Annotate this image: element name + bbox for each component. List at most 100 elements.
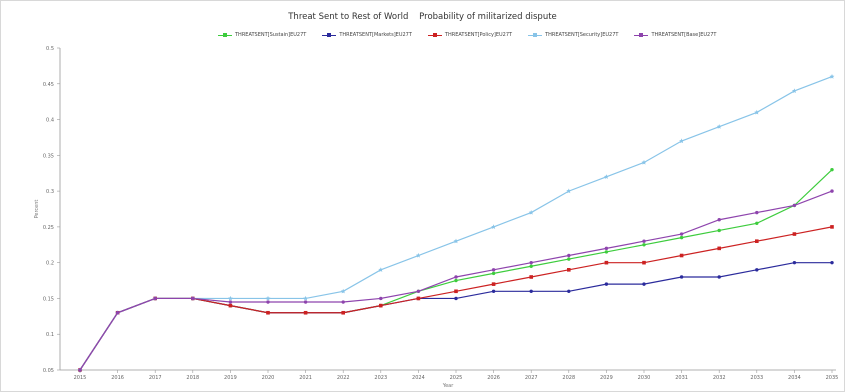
series-4-point-1: [115, 311, 120, 315]
series-line-0: [79, 169, 833, 371]
y-tick-label-9: 0.5: [46, 46, 54, 52]
series-4-point-7: [341, 300, 345, 304]
y-tick-label-0: 0.05: [43, 368, 54, 374]
legend-swatch-security: [528, 32, 543, 38]
series-0-point-17: [717, 228, 721, 233]
series-1-point-16: [679, 275, 684, 279]
chart-title: Threat Sent to Rest of World Probability…: [288, 12, 557, 22]
legend-label-markets: THREATSENT[Markets]EU27T: [339, 32, 412, 38]
series-2-point-10: [454, 289, 458, 294]
series-3-point-15: [641, 159, 647, 165]
series-0-point-10: [454, 278, 458, 283]
y-tick-label-8: 0.45: [43, 82, 54, 88]
series-3-point-19: [791, 88, 797, 94]
x-tick-label-4: 2019: [224, 375, 237, 381]
x-tick-label-11: 2026: [487, 375, 500, 381]
series-4-point-13: [567, 253, 571, 258]
series-0-point-18: [755, 221, 759, 226]
series-4-point-17: [717, 218, 721, 222]
series-3-point-6: [303, 295, 309, 301]
x-tick-label-7: 2022: [337, 375, 350, 381]
series-4-point-5: [266, 300, 270, 304]
legend-swatch-sustain: [218, 32, 232, 38]
series-4-point-0: [78, 368, 82, 372]
series-3-point-10: [453, 238, 459, 244]
series-4-point-20: [830, 189, 834, 193]
series-2-point-5: [266, 310, 270, 315]
chart-legend: THREATSENT[Sustain]EU27T THREATSENT[Mark…: [218, 32, 716, 38]
x-tick-label-10: 2025: [450, 375, 463, 381]
legend-item-policy: THREATSENT[Policy]EU27T: [427, 32, 513, 38]
series-3-point-4: [227, 295, 233, 301]
series-0-point-14: [604, 250, 609, 254]
x-tick-label-18: 2033: [750, 375, 763, 381]
series-0-point-15: [642, 243, 646, 247]
series-1-point-15: [642, 282, 646, 286]
legend-item-markets: THREATSENT[Markets]EU27T: [322, 32, 412, 38]
series-0-point-20: [830, 167, 834, 172]
series-2-point-7: [341, 310, 345, 315]
series-3-point-16: [679, 138, 685, 144]
x-tick-label-12: 2027: [525, 375, 538, 381]
legend-label-sustain: THREATSENT[Sustain]EU27T: [235, 32, 307, 38]
series-2-point-9: [416, 296, 421, 301]
x-tick-label-17: 2032: [713, 375, 726, 381]
series-3-point-13: [566, 188, 572, 194]
series-line-3: [79, 76, 833, 371]
series-2-point-17: [717, 246, 721, 251]
x-tick-label-0: 2015: [74, 375, 87, 381]
legend-swatch-policy: [427, 32, 442, 38]
series-3-point-18: [754, 109, 760, 115]
x-tick-label-5: 2020: [262, 375, 275, 381]
y-tick-label-4: 0.25: [43, 225, 54, 231]
series-3-point-11: [491, 224, 497, 229]
series-4-point-3: [191, 296, 195, 301]
series-2-point-12: [529, 275, 533, 279]
x-tick-label-9: 2024: [412, 375, 425, 381]
series-4-point-19: [792, 203, 797, 208]
series-0-point-13: [567, 257, 571, 261]
y-tick-label-2: 0.15: [43, 296, 54, 302]
series-1-point-10: [454, 296, 458, 301]
legend-label-policy: THREATSENT[Policy]EU27T: [444, 32, 513, 38]
x-tick-label-6: 2021: [299, 375, 312, 381]
series-3-point-9: [415, 252, 421, 258]
series-0-point-11: [491, 271, 496, 276]
x-tick-label-1: 2016: [111, 375, 124, 381]
series-2-point-4: [228, 303, 233, 308]
series-3-point-8: [378, 267, 384, 272]
x-tick-label-16: 2031: [675, 375, 688, 381]
series-4-point-6: [303, 300, 308, 304]
series-1-point-17: [717, 275, 721, 279]
y-tick-label-6: 0.35: [43, 153, 54, 159]
legend-swatch-base: [634, 32, 649, 38]
series-2-point-19: [792, 232, 797, 236]
x-axis-title: Year: [442, 383, 455, 389]
legend-item-security: THREATSENT[Security]EU27T: [528, 32, 618, 38]
y-tick-label-3: 0.2: [46, 261, 54, 267]
series-4-point-2: [153, 296, 157, 301]
series-1-point-20: [830, 260, 834, 265]
series-4-point-11: [491, 268, 496, 272]
series-3-point-7: [340, 288, 346, 294]
series-4-point-14: [604, 246, 609, 251]
series-line-1: [79, 262, 832, 371]
series-2-point-6: [303, 310, 308, 315]
series-4-point-8: [379, 296, 383, 301]
y-tick-label-7: 0.4: [46, 118, 54, 124]
series-1-point-13: [567, 289, 571, 293]
legend-label-security: THREATSENT[Security]EU27T: [545, 32, 619, 38]
x-tick-label-2: 2017: [149, 375, 162, 381]
x-tick-label-8: 2023: [374, 375, 387, 381]
series-4-point-16: [679, 232, 684, 236]
legend-label-base: THREATSENT[Base]EU27T: [651, 32, 717, 38]
series-1-point-14: [604, 282, 609, 286]
series-2-point-16: [679, 253, 684, 258]
x-tick-label-14: 2029: [600, 375, 613, 381]
series-3-point-5: [265, 295, 271, 301]
series-0-point-16: [679, 235, 684, 240]
series-4-point-10: [454, 275, 458, 279]
series-3-point-14: [603, 174, 609, 179]
series-3-point-12: [528, 209, 534, 215]
